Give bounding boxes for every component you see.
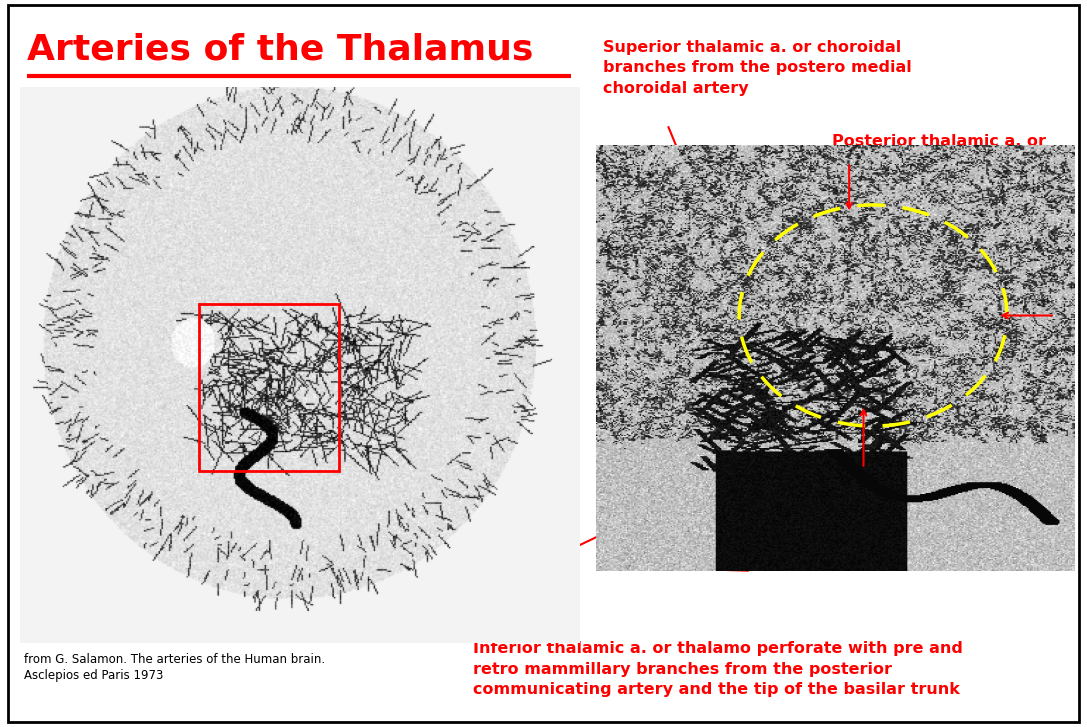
Text: Lenticulo striate a.: Lenticulo striate a.	[391, 598, 563, 612]
Text: from G. Salamon. The arteries of the Human brain.
Asclepios ed Paris 1973: from G. Salamon. The arteries of the Hum…	[24, 653, 325, 682]
Text: Posterior thalamic a. or
thalamo geniculate from
the posterior cerebral a.: Posterior thalamic a. or thalamo genicul…	[832, 134, 1054, 190]
Text: Arteries of the Thalamus: Arteries of the Thalamus	[27, 33, 534, 67]
Text: Superior thalamic a. or choroidal
branches from the postero medial
choroidal art: Superior thalamic a. or choroidal branch…	[603, 40, 912, 96]
Text: Inferior thalamic a. or thalamo perforate with pre and
retro mammillary branches: Inferior thalamic a. or thalamo perforat…	[473, 641, 963, 697]
Text: Three main groups of
arteries: superior,
posterior, and inferior.: Three main groups of arteries: superior,…	[24, 556, 305, 629]
Bar	[199, 304, 339, 471]
